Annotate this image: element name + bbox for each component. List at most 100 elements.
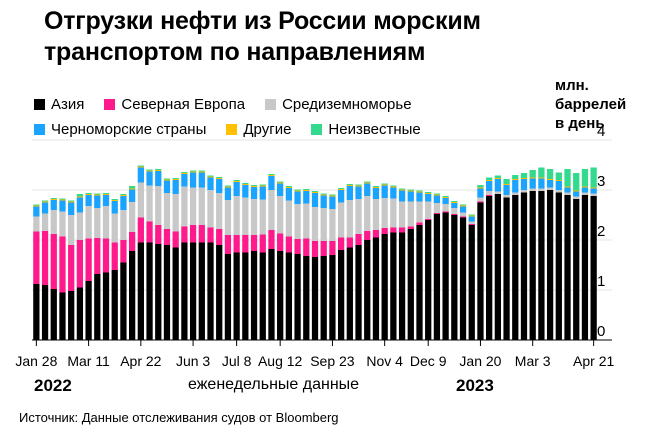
bar-2-11 xyxy=(120,240,127,263)
bar-6-62 xyxy=(564,169,571,187)
bar-2-41 xyxy=(381,228,388,234)
bar-6-21 xyxy=(207,175,214,177)
bar-3-10 xyxy=(111,213,118,243)
bar-3-52 xyxy=(477,197,484,202)
bar-2-47 xyxy=(433,213,441,214)
bar-3-47 xyxy=(433,203,441,213)
bar-1-59 xyxy=(538,191,545,340)
bar-5-10 xyxy=(111,200,118,201)
bar-6-34 xyxy=(320,193,327,195)
bar-3-28 xyxy=(268,190,275,230)
bar-2-9 xyxy=(102,238,110,273)
bar-3-34 xyxy=(320,208,327,241)
bar-1-26 xyxy=(250,251,258,340)
bar-5-15 xyxy=(155,170,162,171)
bar-4-24 xyxy=(233,182,240,196)
bar-6-36 xyxy=(337,188,345,189)
legend-label-black-sea: Черноморские страны xyxy=(51,121,207,138)
bar-6-59 xyxy=(538,167,545,178)
bar-3-17 xyxy=(172,194,179,232)
bar-3-32 xyxy=(303,203,310,239)
bar-6-3 xyxy=(50,198,57,199)
bar-1-31 xyxy=(294,254,301,340)
bar-4-38 xyxy=(355,186,362,199)
bar-2-21 xyxy=(207,227,214,243)
bar-4-15 xyxy=(155,171,162,186)
bar-3-48 xyxy=(442,204,449,212)
bar-4-12 xyxy=(129,189,136,202)
bar-2-51 xyxy=(468,224,475,225)
bar-4-34 xyxy=(320,195,327,208)
bar-3-55 xyxy=(503,195,510,198)
bar-5-11 xyxy=(120,195,127,196)
bar-3-40 xyxy=(372,199,380,230)
bar-6-4 xyxy=(59,198,66,200)
legend-swatch-mediterranean xyxy=(265,99,277,110)
bar-1-24 xyxy=(233,252,240,340)
bar-1-17 xyxy=(172,247,179,340)
bar-5-1 xyxy=(33,205,40,207)
bar-5-21 xyxy=(207,176,214,178)
bar-5-37 xyxy=(346,185,353,186)
x-tick-label-7: Sep 23 xyxy=(310,353,355,369)
bar-6-64 xyxy=(581,169,589,187)
bar-1-36 xyxy=(337,250,345,340)
bar-3-3 xyxy=(50,210,57,234)
legend-item-asia: Азия xyxy=(34,96,84,113)
bar-6-30 xyxy=(285,186,293,187)
bar-2-40 xyxy=(372,230,380,238)
bar-3-59 xyxy=(538,188,545,191)
bar-6-1 xyxy=(33,204,40,206)
bar-2-53 xyxy=(486,195,493,196)
bar-4-1 xyxy=(33,206,40,217)
bar-5-14 xyxy=(146,170,153,172)
bar-4-48 xyxy=(442,198,449,204)
bar-4-54 xyxy=(494,179,501,192)
legend-swatch-north-europe xyxy=(104,99,116,110)
bar-6-13 xyxy=(137,165,144,167)
bar-6-7 xyxy=(85,193,92,194)
bar-1-23 xyxy=(224,254,232,340)
bar-5-61 xyxy=(555,180,562,181)
bar-6-5 xyxy=(68,200,75,202)
bar-6-47 xyxy=(433,193,441,195)
bar-5-43 xyxy=(398,189,406,191)
bar-1-21 xyxy=(207,242,214,340)
bar-4-57 xyxy=(520,179,528,190)
bar-2-20 xyxy=(198,225,205,243)
bar-3-42 xyxy=(390,198,397,228)
bar-4-13 xyxy=(137,167,144,183)
bar-2-49 xyxy=(451,214,458,215)
bar-3-14 xyxy=(146,185,153,222)
bar-6-9 xyxy=(102,193,110,194)
bar-2-39 xyxy=(364,231,371,240)
bar-5-25 xyxy=(242,184,249,185)
bar-1-58 xyxy=(529,191,536,340)
bar-5-19 xyxy=(189,171,197,173)
bar-5-9 xyxy=(102,194,110,195)
bar-6-54 xyxy=(494,175,501,178)
bar-6-41 xyxy=(381,183,388,185)
year-label-2023: 2023 xyxy=(456,376,494,395)
bar-6-25 xyxy=(242,183,249,184)
bar-5-47 xyxy=(433,194,441,196)
bar-6-24 xyxy=(233,180,240,181)
bar-5-33 xyxy=(311,192,319,193)
bar-2-16 xyxy=(163,229,171,245)
bar-1-10 xyxy=(111,270,118,340)
bar-5-34 xyxy=(320,194,327,196)
bar-4-14 xyxy=(146,171,153,186)
bar-3-46 xyxy=(425,201,432,219)
x-tick-label-2: Mar 11 xyxy=(67,353,110,369)
legend-label-unknown: Неизвестные xyxy=(328,121,421,138)
bar-4-26 xyxy=(250,187,258,199)
bar-5-48 xyxy=(442,197,449,198)
y-tick-label-2: 2 xyxy=(597,223,605,240)
bar-6-60 xyxy=(546,169,554,179)
bar-4-47 xyxy=(433,195,441,203)
bar-6-27 xyxy=(259,184,266,186)
bar-5-53 xyxy=(486,180,493,181)
bar-1-2 xyxy=(41,285,49,340)
bar-1-27 xyxy=(259,252,266,340)
bar-5-38 xyxy=(355,185,362,187)
